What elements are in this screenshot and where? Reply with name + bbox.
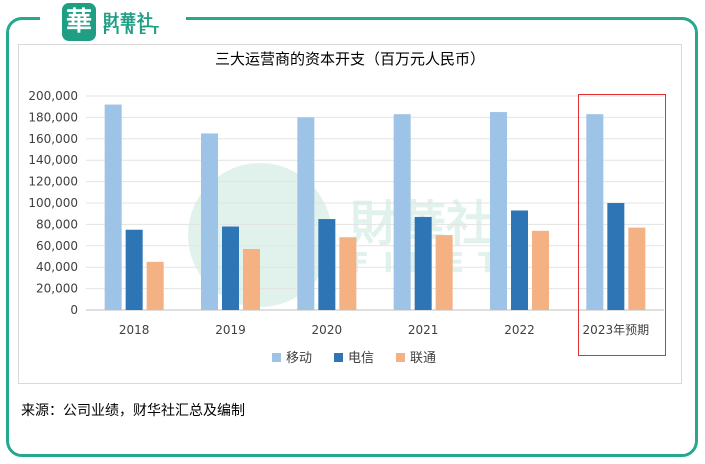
y-tick-label: 120,000 — [28, 175, 78, 189]
y-tick-label: 200,000 — [28, 89, 78, 103]
bar-电信-2018 — [125, 229, 143, 310]
x-tick-label: 2019 — [215, 323, 246, 337]
bars — [104, 104, 646, 311]
y-tick-label: 60,000 — [36, 239, 78, 253]
legend-label: 移动 — [286, 351, 312, 366]
bar-联通-2023年预期 — [628, 227, 646, 310]
legend-label: 电信 — [348, 351, 374, 366]
y-tick-label: 0 — [70, 303, 78, 317]
bar-联通-2018 — [146, 261, 164, 310]
bar-移动-2018 — [104, 104, 122, 310]
legend-swatch — [396, 353, 405, 362]
bar-联通-2020 — [339, 237, 357, 310]
x-axis-ticks: 2018 2019 2020 2021 2022 2023年预期 — [119, 323, 649, 337]
bar-联通-2021 — [435, 235, 453, 310]
bar-联通-2022 — [532, 230, 549, 310]
legend-swatch — [272, 353, 281, 362]
bar-移动-2023年预期 — [586, 114, 604, 310]
bar-电信-2022 — [511, 210, 528, 310]
bar-移动-2022 — [490, 112, 507, 310]
gridlines — [86, 95, 664, 311]
bar-电信-2020 — [318, 219, 336, 310]
y-tick-label: 140,000 — [28, 153, 78, 167]
legend-swatch — [334, 353, 343, 362]
y-tick-label: 40,000 — [36, 260, 78, 274]
x-tick-label: 2021 — [408, 323, 439, 337]
bar-电信-2023年预期 — [607, 203, 625, 310]
x-tick-label: 2018 — [119, 323, 150, 337]
x-tick-label: 2020 — [312, 323, 343, 337]
y-tick-label: 160,000 — [28, 132, 78, 146]
y-tick-label: 180,000 — [28, 110, 78, 124]
y-tick-label: 20,000 — [36, 282, 78, 296]
bar-移动-2020 — [297, 117, 315, 311]
x-tick-label: 2022 — [504, 323, 535, 337]
forecast-highlight-box — [578, 94, 666, 356]
logo-english-name: FINET — [103, 24, 164, 37]
logo-chinese-name: 財華社 — [103, 11, 155, 30]
bar-移动-2019 — [201, 133, 218, 310]
x-tick-label: 2023年预期 — [583, 323, 650, 337]
bar-联通-2019 — [243, 249, 260, 310]
y-tick-label: 80,000 — [36, 217, 78, 231]
finet-logo-icon: 華 — [62, 3, 96, 41]
legend-label: 联通 — [410, 351, 436, 366]
y-axis-ticks: 0 20,000 40,000 60,000 80,000 100,000 120,000 1… — [28, 89, 78, 317]
y-tick-label: 100,000 — [28, 196, 78, 210]
legend: 移动 电信 联通 — [272, 351, 436, 366]
bar-电信-2019 — [222, 226, 239, 310]
bar-移动-2021 — [393, 114, 411, 310]
bar-电信-2021 — [414, 216, 432, 310]
chart-title: 三大运营商的资本开支（百万元人民币） — [214, 50, 485, 68]
chart-area — [18, 44, 682, 384]
source-note: 来源：公司业绩，财华社汇总及编制 — [21, 403, 245, 419]
